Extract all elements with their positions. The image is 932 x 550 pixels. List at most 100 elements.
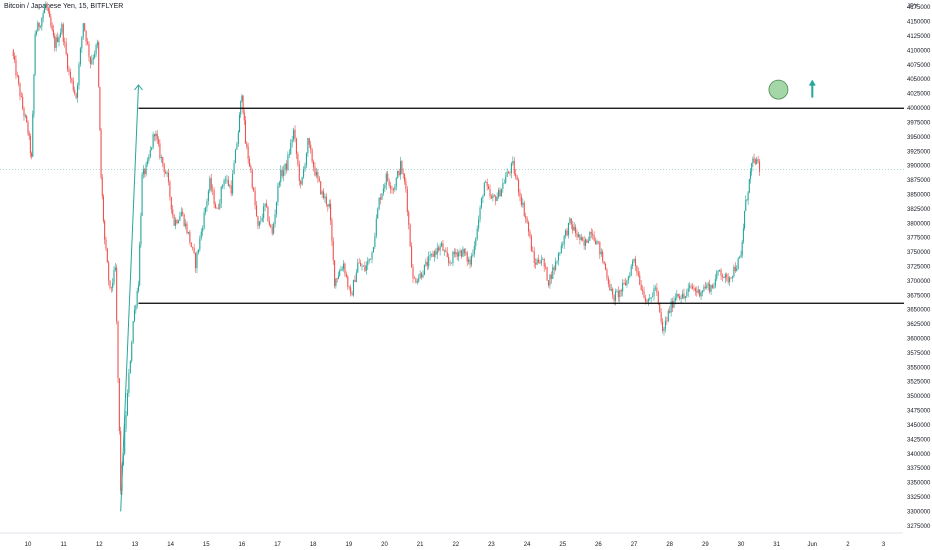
- candle-body: [55, 37, 57, 48]
- candle-body: [69, 71, 71, 79]
- candle-body: [27, 122, 29, 133]
- candle-body: [747, 192, 749, 200]
- candle-body: [510, 163, 512, 174]
- y-tick-label: 4000000: [907, 106, 931, 112]
- candle-body: [479, 207, 481, 220]
- candle-body: [604, 264, 607, 270]
- candle-body: [500, 188, 502, 197]
- x-tick-label: 19: [346, 542, 353, 548]
- candle-body: [426, 261, 428, 267]
- candle-body: [315, 172, 317, 176]
- annotations: [120, 79, 816, 512]
- candle-body: [562, 244, 564, 246]
- candle-body: [758, 161, 761, 172]
- candle-body: [99, 86, 101, 131]
- candle-body: [275, 202, 278, 215]
- candle-body: [155, 133, 157, 137]
- candle-body: [45, 3, 47, 8]
- candle-body: [753, 158, 755, 160]
- candle-body: [530, 236, 532, 251]
- candle-body: [425, 261, 427, 265]
- candle-body: [448, 256, 450, 264]
- candle-body: [128, 373, 130, 393]
- candle-body: [719, 270, 721, 272]
- candle-body: [133, 309, 136, 322]
- candle-body: [462, 248, 464, 257]
- candle-body: [293, 129, 295, 140]
- candle-body: [721, 275, 724, 278]
- candle-body: [120, 431, 122, 491]
- candle-body: [222, 185, 224, 187]
- candle-body: [696, 291, 698, 293]
- candle-body: [428, 256, 430, 267]
- candle-body: [526, 218, 528, 223]
- candle-body: [368, 258, 370, 261]
- candle-body: [325, 196, 327, 205]
- candle-body: [124, 427, 126, 454]
- y-tick-label: 3350000: [907, 481, 931, 487]
- candle-body: [344, 263, 346, 274]
- candle-body: [690, 285, 692, 287]
- trend-arrow-head: [134, 84, 143, 91]
- candle-body: [397, 171, 399, 178]
- candle-body: [365, 265, 367, 272]
- candle-body: [206, 200, 208, 208]
- candle-body: [754, 159, 756, 164]
- x-tick-label: 26: [595, 542, 602, 548]
- y-tick-label: 3425000: [907, 437, 931, 443]
- candle-body: [190, 242, 192, 248]
- candle-body: [450, 262, 453, 264]
- candle-body: [268, 220, 270, 225]
- candle-body: [125, 415, 127, 428]
- candle-body: [573, 226, 575, 231]
- candle-body: [579, 234, 581, 240]
- candle-body: [616, 291, 618, 292]
- candle-body: [192, 247, 194, 248]
- candle-body: [163, 163, 165, 172]
- candle-body: [72, 80, 74, 91]
- candle-body: [582, 237, 584, 241]
- candle-body: [244, 120, 247, 144]
- candle-body: [406, 189, 408, 213]
- candle-body: [377, 208, 379, 219]
- candle-body: [347, 276, 349, 287]
- candle-body: [401, 161, 403, 174]
- candle-body: [105, 239, 107, 250]
- candle-body: [318, 177, 320, 182]
- candle-body: [733, 266, 735, 277]
- candle-body: [458, 252, 460, 257]
- candle-body: [543, 259, 545, 267]
- candle-body: [402, 173, 404, 175]
- candle-body: [357, 262, 359, 273]
- y-tick-label: 3400000: [907, 452, 931, 458]
- time-axis[interactable]: 10 11 12 13 14 15 16 17 18 19 20 21 22 23 24 25 26 27 28 29…: [0, 532, 903, 548]
- candle-body: [320, 181, 322, 195]
- candle-body: [405, 181, 407, 190]
- candle-body: [670, 301, 672, 313]
- candle-body: [569, 218, 571, 223]
- candle-body: [91, 59, 93, 64]
- candle-body: [361, 266, 363, 267]
- candle-body: [207, 191, 209, 201]
- candle-body: [59, 32, 61, 37]
- candle-body: [334, 260, 336, 286]
- candle-body: [137, 284, 140, 292]
- x-tick-label: 2: [846, 542, 850, 548]
- candle-body: [331, 220, 333, 242]
- candle-body: [431, 253, 433, 255]
- candle-body: [716, 271, 718, 280]
- candle-body: [416, 281, 418, 283]
- y-tick-label: 3900000: [907, 164, 931, 170]
- candle-body: [152, 134, 154, 148]
- candle-body: [536, 259, 538, 265]
- candle-body: [177, 220, 179, 224]
- candle-body: [175, 220, 177, 226]
- candle-body: [220, 186, 222, 204]
- x-tick-label: 12: [96, 542, 103, 548]
- candle-body: [382, 188, 384, 194]
- candle-body: [731, 276, 733, 278]
- target-circle: [768, 79, 789, 100]
- candle-body: [632, 261, 634, 267]
